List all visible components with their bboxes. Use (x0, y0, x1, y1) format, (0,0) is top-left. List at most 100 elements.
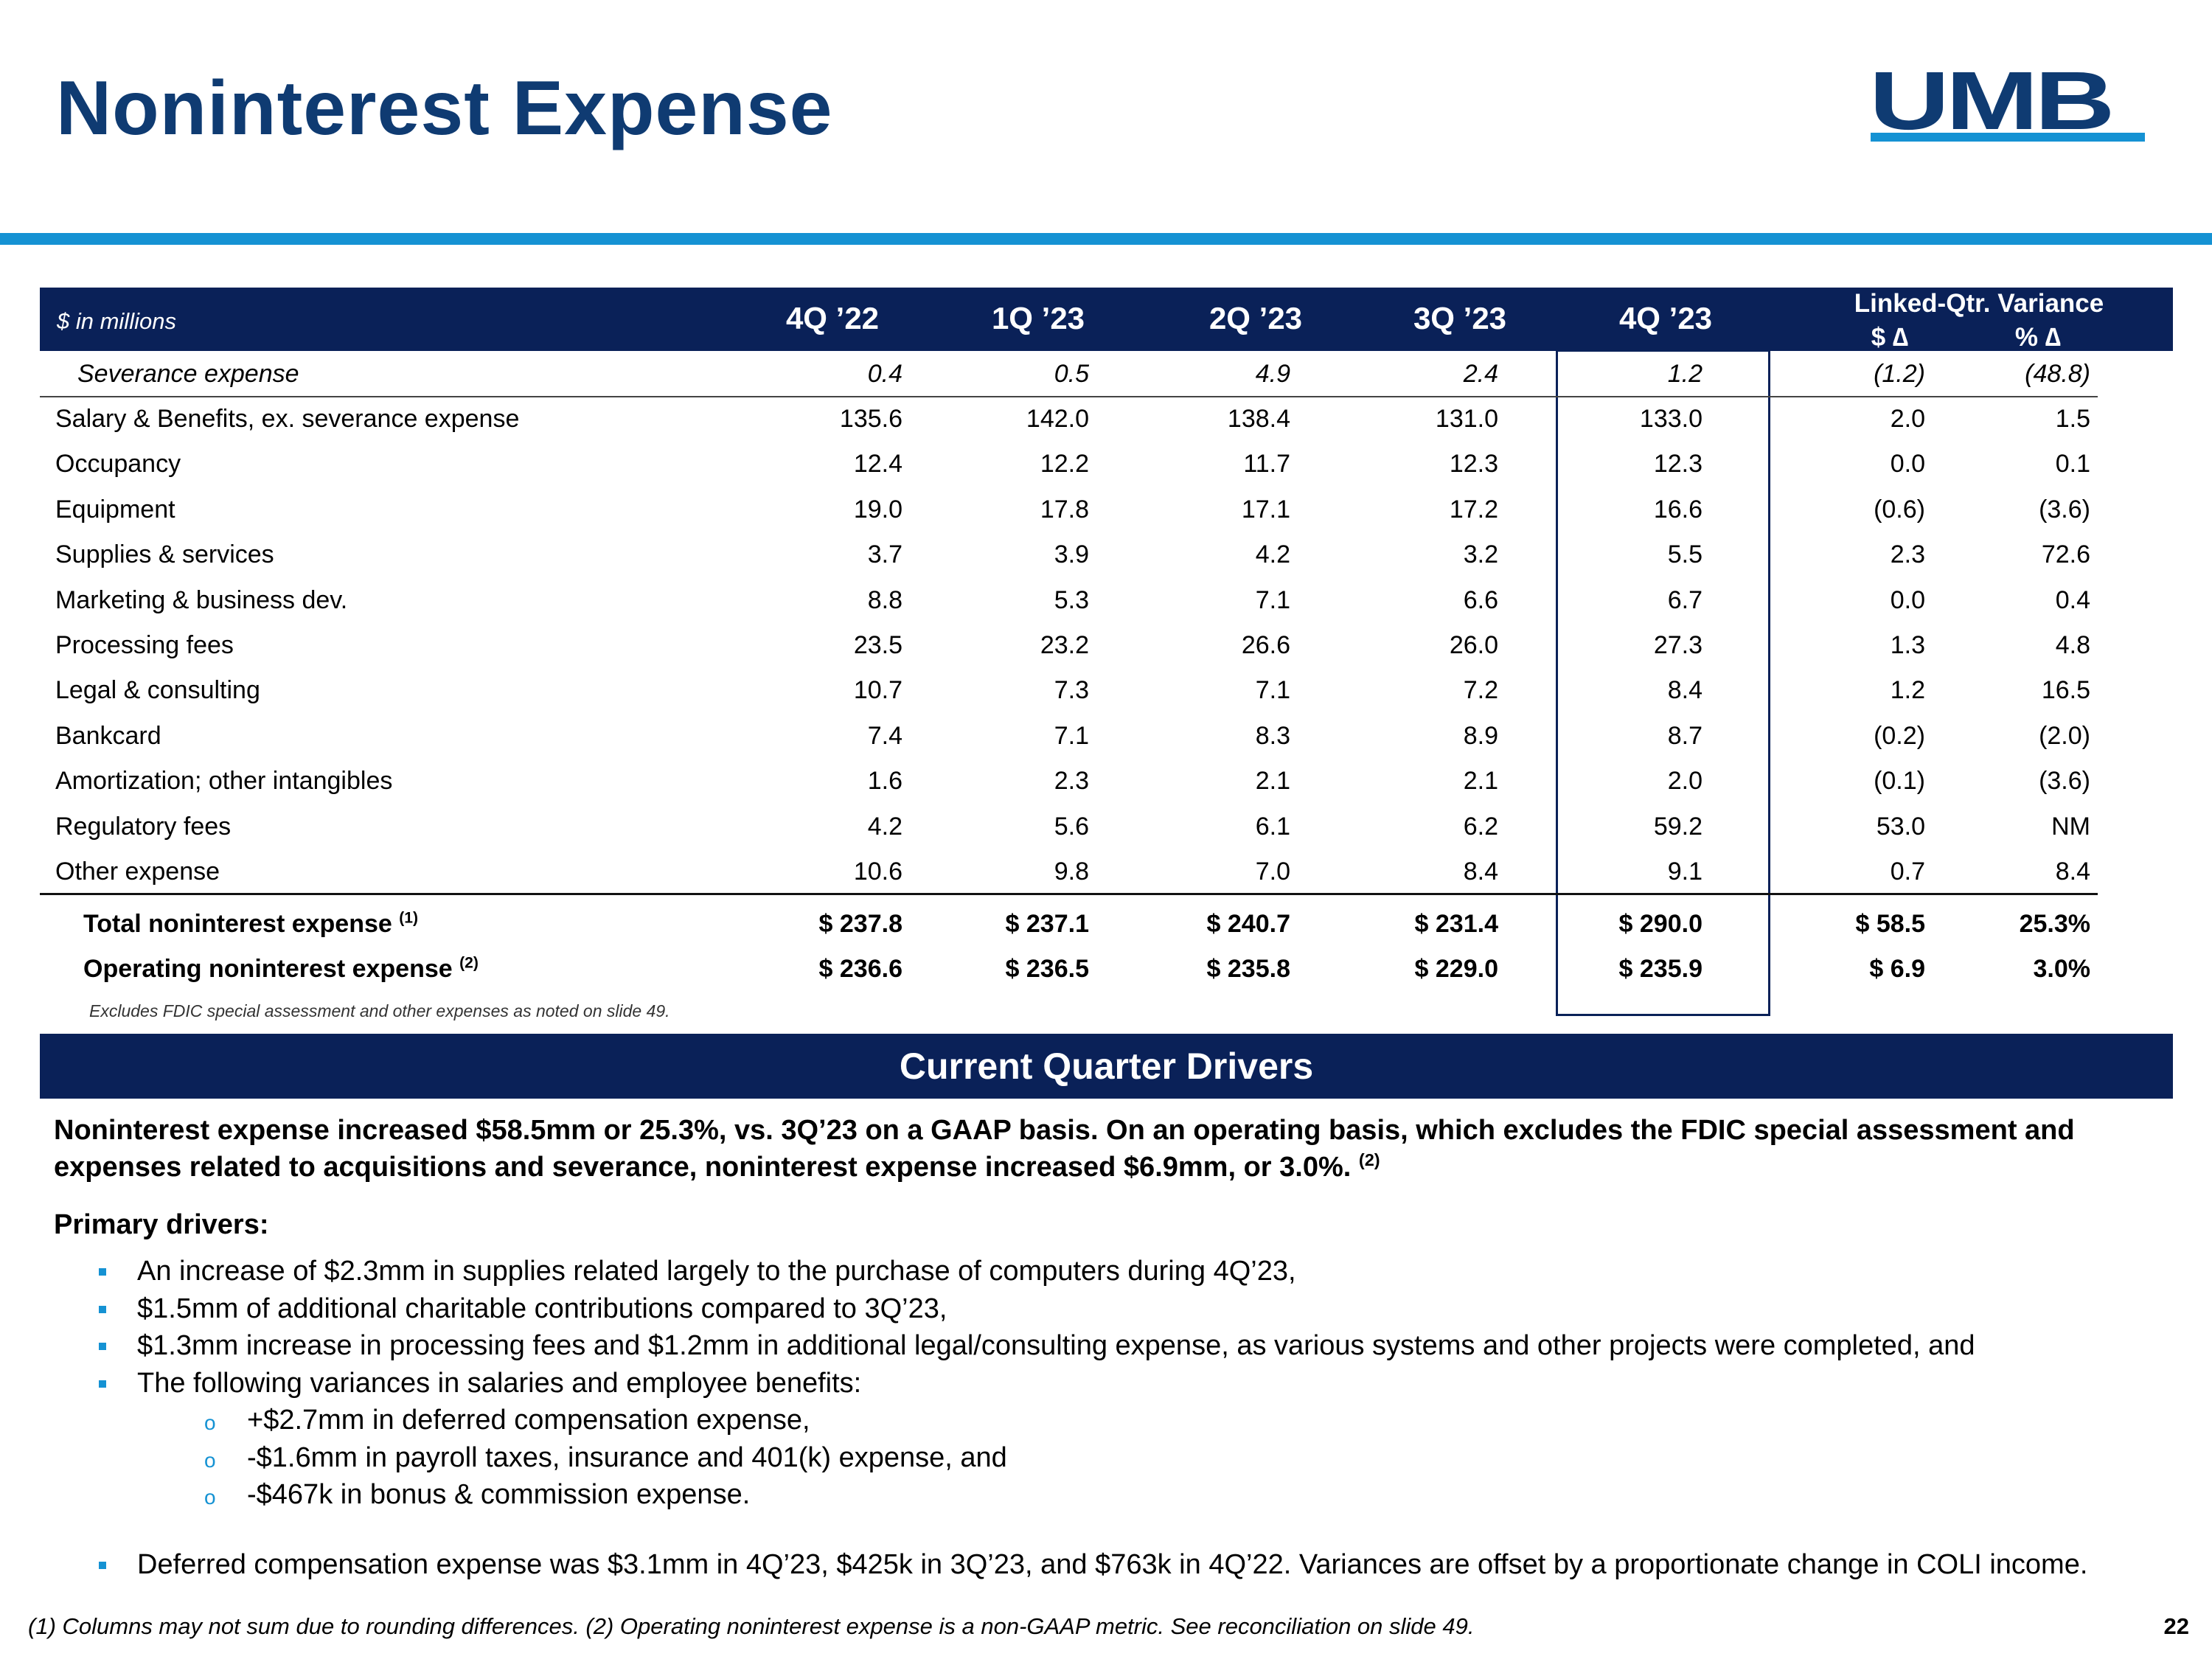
cell: 8.4 (2055, 858, 2090, 886)
cell: 9.8 (1054, 858, 1089, 886)
cell: 12.4 (853, 450, 902, 479)
cell: 5.3 (1054, 585, 1089, 614)
row-label: Bankcard (55, 720, 161, 752)
cell: 6.2 (1463, 812, 1498, 841)
cell: NM (2051, 812, 2090, 841)
cell: 25.3% (2019, 910, 2090, 938)
cell: $ 236.5 (1005, 955, 1089, 983)
cell: 5.6 (1054, 812, 1089, 841)
primary-label: Primary drivers: (54, 1209, 269, 1240)
cell: 0.4 (867, 360, 902, 388)
footer-note: (1) Columns may not sum due to rounding … (28, 1613, 1475, 1639)
row-label: Supplies & services (55, 538, 274, 571)
bullet-marker (99, 1343, 106, 1350)
row-label: Salary & Benefits, ex. severance expense (55, 403, 519, 435)
row-label: Marketing & business dev. (55, 584, 347, 616)
cell: 133.0 (1639, 405, 1703, 433)
cell: 2.3 (1890, 540, 1925, 569)
column-header: 4Q ’23 (1618, 301, 1713, 335)
cell: 12.3 (1653, 450, 1703, 479)
cell: 23.2 (1040, 631, 1089, 659)
cell: (0.2) (1874, 721, 1925, 750)
table-footnote: Excludes FDIC special assessment and oth… (89, 1001, 670, 1020)
cell: 2.4 (1463, 360, 1498, 388)
cell: 8.8 (867, 585, 902, 614)
cell: 1.2 (1890, 676, 1925, 705)
bullet-text: $1.3mm increase in processing fees and $… (137, 1330, 1975, 1361)
row-label-text: Amortization; other intangibles (55, 767, 393, 796)
cell: 0.0 (1890, 450, 1925, 479)
row-label: Legal & consulting (55, 674, 260, 706)
cell: 19.0 (853, 495, 902, 524)
cell: $ 237.8 (818, 910, 902, 938)
sub-bullet-text: +$2.7mm in deferred compensation expense… (247, 1405, 810, 1436)
cell: 10.7 (853, 676, 902, 705)
row-label: Operating noninterest expense (2) (83, 953, 479, 985)
bullet-marker (99, 1561, 106, 1569)
column-header: 1Q ’23 (991, 301, 1085, 335)
cell: (2.0) (2039, 721, 2090, 750)
cell: $ 235.9 (1618, 955, 1703, 983)
cell: 0.5 (1054, 360, 1089, 388)
cell: 2.3 (1054, 767, 1089, 796)
cell: 16.6 (1653, 495, 1703, 524)
row-label-text: Marketing & business dev. (55, 585, 348, 614)
cell: (0.6) (1874, 495, 1925, 524)
cell: (48.8) (2025, 360, 2090, 388)
row-label-text: Operating noninterest expense (83, 955, 453, 983)
page-number: 22 (2163, 1613, 2189, 1639)
header-rule (0, 233, 2212, 245)
row-label: Equipment (55, 493, 175, 526)
summary-text: Noninterest expense increased $58.5mm or… (54, 1115, 2075, 1183)
row-note: (1) (399, 909, 419, 927)
cell: 135.6 (839, 405, 902, 433)
cell: $ 235.8 (1206, 955, 1290, 983)
cell: 8.7 (1667, 721, 1703, 750)
logo-bar (1871, 133, 2145, 142)
cell: $ 236.6 (818, 955, 902, 983)
column-header: 2Q ’23 (1208, 301, 1303, 335)
cell: (3.6) (2039, 767, 2090, 796)
cell: 4.8 (2055, 631, 2090, 659)
cell: 11.7 (1243, 450, 1290, 479)
cell: 4.2 (867, 812, 902, 841)
sub-bullet-text: -$467k in bonus & commission expense. (247, 1479, 751, 1510)
row-label-text: Other expense (55, 858, 220, 886)
cell: 26.0 (1449, 631, 1498, 659)
cell: 17.2 (1449, 495, 1498, 524)
cell: 3.2 (1463, 540, 1498, 569)
bullet-marker (99, 1268, 106, 1276)
cell: 4.2 (1255, 540, 1290, 569)
row-label-text: Equipment (55, 495, 175, 524)
sub-bullet-marker: o (204, 1486, 216, 1509)
sub-bullet-marker: o (204, 1411, 216, 1434)
cell: 0.1 (2055, 450, 2090, 479)
bullet-text: $1.5mm of additional charitable contribu… (137, 1293, 947, 1324)
cell: 17.8 (1040, 495, 1089, 524)
cell: 7.1 (1054, 721, 1089, 750)
cell: (1.2) (1874, 360, 1925, 388)
row-label: Severance expense (77, 358, 299, 390)
cell: 17.1 (1241, 495, 1290, 524)
cell: 8.9 (1463, 721, 1498, 750)
bullet-text: An increase of $2.3mm in supplies relate… (137, 1256, 1296, 1287)
cell: 2.0 (1667, 767, 1703, 796)
sub-bullet-text: -$1.6mm in payroll taxes, insurance and … (247, 1441, 1007, 1473)
title: Noninterest Expense (56, 66, 833, 151)
cell: 1.2 (1667, 360, 1703, 388)
cell: 138.4 (1227, 405, 1290, 433)
cell: 6.7 (1667, 585, 1703, 614)
cell: 7.4 (867, 721, 902, 750)
cell: 2.1 (1463, 767, 1498, 796)
row-label-text: Processing fees (55, 631, 234, 659)
sub-bullet-marker: o (204, 1448, 216, 1472)
cell: 53.0 (1876, 812, 1925, 841)
cell: 72.6 (2041, 540, 2090, 569)
cell: 6.1 (1255, 812, 1290, 841)
cell: 8.4 (1463, 858, 1498, 886)
cell: 8.4 (1667, 676, 1703, 705)
cell: 131.0 (1435, 405, 1498, 433)
cell: 12.3 (1449, 450, 1498, 479)
row-note: (2) (459, 954, 479, 972)
